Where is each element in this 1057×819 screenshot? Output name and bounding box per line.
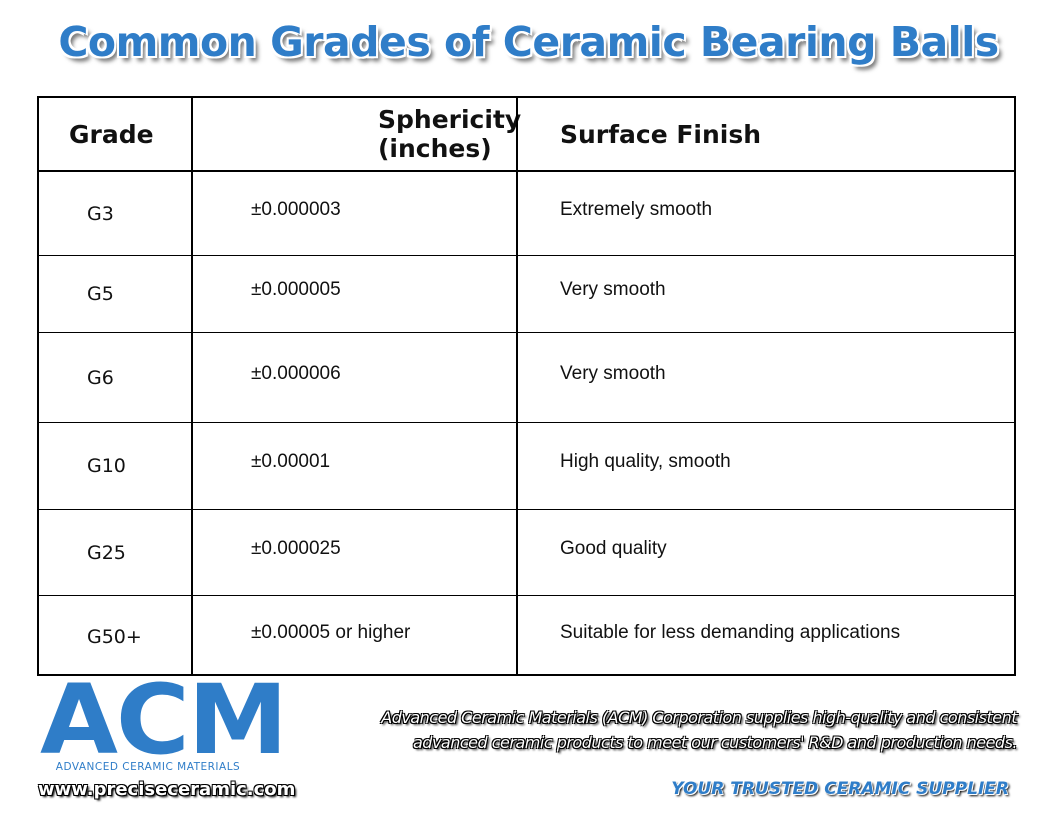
logo: ACM <box>40 664 288 776</box>
table-row: G10 ±0.00001 High quality, smooth <box>39 422 1014 509</box>
table-row: G6 ±0.000006 Very smooth <box>39 332 1014 422</box>
table-cell: G10 <box>87 455 126 477</box>
table-cell: G3 <box>87 202 114 225</box>
table-cell: ±0.000006 <box>251 362 341 384</box>
table-row: G25 ±0.000025 Good quality <box>39 509 1014 595</box>
logo-subtitle: ADVANCED CERAMIC MATERIALS <box>55 761 241 773</box>
header-cell: Grade <box>69 119 154 149</box>
table-cell: Extremely smooth <box>560 198 713 220</box>
table-cell: G5 <box>87 283 114 305</box>
table-row: G3 ±0.000003 Extremely smooth <box>39 170 1014 255</box>
table-cell: Very smooth <box>560 279 666 300</box>
description-line: advanced ceramic products to meet our cu… <box>413 733 1017 752</box>
table-cell: High quality, smooth <box>560 451 731 472</box>
table-cell: G6 <box>87 366 114 389</box>
tagline: YOUR TRUSTED CERAMIC SUPPLIER <box>671 779 1009 799</box>
table-row: G5 ±0.000005 Very smooth <box>39 255 1014 332</box>
header-row: Grade Sphericity (inches) Surface Finish <box>39 98 1014 170</box>
table-cell: G50+ <box>87 626 142 648</box>
table-cell: ±0.000025 <box>251 537 341 559</box>
table-row: G50+ ±0.00005 or higher Suitable for less … <box>39 595 1014 678</box>
table-cell: ±0.000005 <box>251 279 341 300</box>
title: Common Grades of Ceramic Bearing Balls <box>58 18 999 66</box>
table-cell: ±0.000003 <box>251 198 341 220</box>
description-line: Advanced Ceramic Materials (ACM) Corpora… <box>381 708 1017 727</box>
table-cell: ±0.00001 <box>251 451 331 472</box>
description: Advanced Ceramic Materials (ACM) Corpora… <box>381 705 1017 755</box>
table-cell: Suitable for less demanding applications <box>560 622 901 643</box>
header-cell: Sphericity (inches) <box>378 105 522 163</box>
table-cell: ±0.00005 or higher <box>251 622 411 643</box>
column-divider <box>191 98 193 674</box>
url[interactable]: www.preciseceramic.com <box>38 779 296 800</box>
table-cell: Good quality <box>560 537 667 559</box>
table: Grade Sphericity (inches) Surface Finish G3… <box>37 96 1016 676</box>
table-cell: Very smooth <box>560 362 666 384</box>
column-divider <box>516 98 518 674</box>
header-cell: Surface Finish <box>560 119 762 149</box>
table-cell: G25 <box>87 541 126 564</box>
